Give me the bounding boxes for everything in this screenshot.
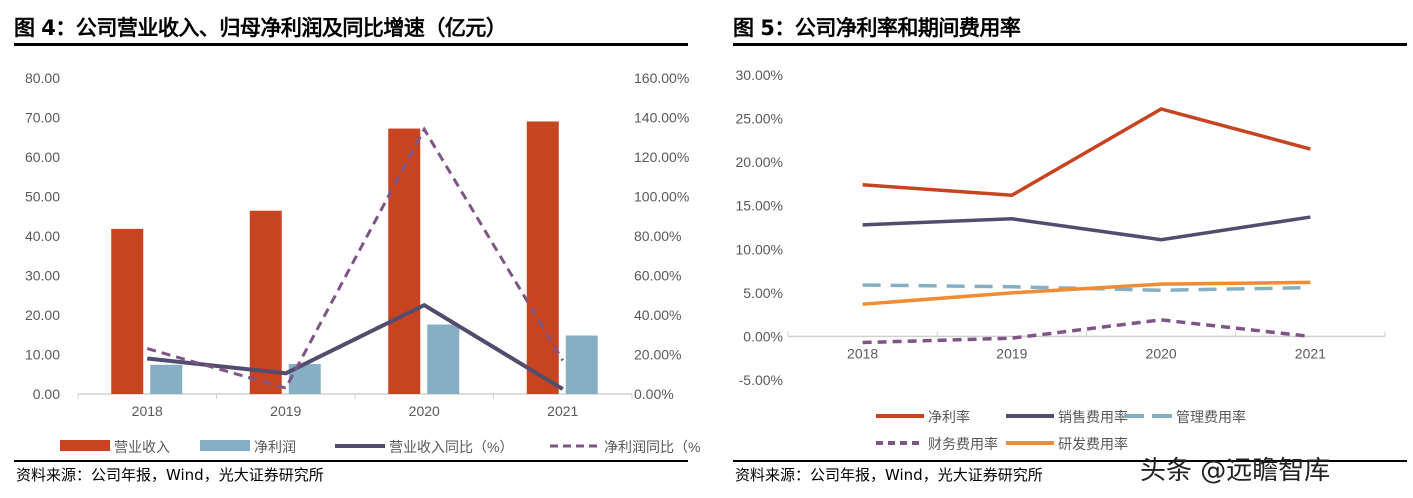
fig4-title-rule [14, 43, 688, 46]
fig5-source: 资料来源：公司年报，Wind，光大证券研究所 [735, 466, 1043, 484]
y-tick-label: 20.00% [736, 154, 783, 170]
legend-label: 营业收入同比（%） [389, 439, 513, 455]
y-tick-label: 20.00 [25, 307, 60, 323]
y2-tick-label: 20.00% [634, 347, 681, 363]
y-tick-label: 40.00 [25, 228, 60, 244]
line-net-margin [862, 107, 1311, 198]
legend-label: 研发费用率 [1058, 436, 1128, 452]
fig4-chart: 0.00 10.00 20.00 30.00 40.00 50.00 60.00 70.00 8… [25, 70, 700, 455]
y2-tick-label: 80.00% [634, 228, 681, 244]
x-tick-label: 2019 [996, 345, 1027, 361]
fig4-source: 资料来源：公司年报，Wind，光大证券研究所 [16, 466, 324, 484]
y-tick-label: 80.00 [25, 70, 60, 86]
x-tick-label: 2018 [847, 345, 878, 361]
fig5-title-rule [733, 43, 1407, 46]
y-tick-label: 30.00% [736, 67, 783, 83]
y-tick-label: 0.00% [743, 328, 783, 344]
bar-net-profit [427, 324, 460, 394]
y-tick-label: 30.00 [25, 268, 60, 284]
legend-label: 财务费用率 [928, 436, 998, 452]
y2-tick-label: 140.00% [634, 110, 689, 126]
bar-net-profit [150, 364, 183, 394]
x-tick-label: 2020 [409, 403, 440, 419]
y-tick-label: 10.00 [25, 347, 60, 363]
y-tick-label: -5.00% [739, 372, 783, 388]
bar-revenue [388, 128, 421, 394]
fig5-chart: -5.00% 0.00% 5.00% 10.00% 15.00% 20.00% 25.00%… [736, 67, 1386, 452]
x-tick-label: 2020 [1146, 345, 1177, 361]
line-financial-expense-ratio [862, 318, 1311, 345]
x-tick-label: 2019 [270, 403, 301, 419]
legend-swatch [200, 440, 250, 451]
y-tick-label: 5.00% [743, 285, 783, 301]
y-tick-label: 0.00 [33, 386, 60, 402]
bar-revenue [526, 121, 559, 394]
y-tick-label: 50.00 [25, 189, 60, 205]
x-tick-label: 2021 [1295, 345, 1326, 361]
legend-label: 净利率 [928, 409, 970, 425]
x-tick-label: 2021 [547, 403, 578, 419]
bar-net-profit [565, 335, 598, 394]
bar-revenue [249, 210, 282, 394]
fig4-title: 图 4：公司营业收入、归母净利润及同比增速（亿元） [14, 16, 507, 40]
x-tick-label: 2018 [132, 403, 163, 419]
fig5-title: 图 5：公司净利率和期间费用率 [733, 16, 1021, 40]
legend-label: 销售费用率 [1058, 409, 1128, 425]
y-tick-label: 25.00% [736, 111, 783, 127]
legend-label: 净利润 [254, 439, 296, 455]
y2-tick-label: 120.00% [634, 149, 689, 165]
fig4-source-rule [14, 460, 688, 462]
legend-label: 管理费用率 [1176, 409, 1246, 425]
line-net-profit-yoy [146, 126, 565, 390]
line-selling-expense-ratio [862, 215, 1311, 242]
watermark: 头条 @远瞻智库 [1140, 456, 1331, 486]
y2-tick-label: 0.00% [634, 386, 674, 402]
line-rd-expense-ratio [862, 280, 1311, 306]
y2-tick-label: 160.00% [634, 70, 689, 86]
y-tick-label: 60.00 [25, 149, 60, 165]
y2-tick-label: 40.00% [634, 307, 681, 323]
legend-swatch [60, 440, 110, 451]
legend-label: 营业收入 [114, 439, 170, 455]
bar-revenue [111, 228, 144, 394]
y2-tick-label: 100.00% [634, 189, 689, 205]
legend-label: 净利润同比（%） [604, 439, 700, 455]
y2-tick-label: 60.00% [634, 268, 681, 284]
y-tick-label: 70.00 [25, 110, 60, 126]
fig5-source-rule [733, 460, 1407, 462]
line-revenue-yoy [147, 302, 564, 391]
y-tick-label: 10.00% [736, 241, 783, 257]
line-admin-expense-ratio [862, 283, 1311, 292]
y-tick-label: 15.00% [736, 198, 783, 214]
